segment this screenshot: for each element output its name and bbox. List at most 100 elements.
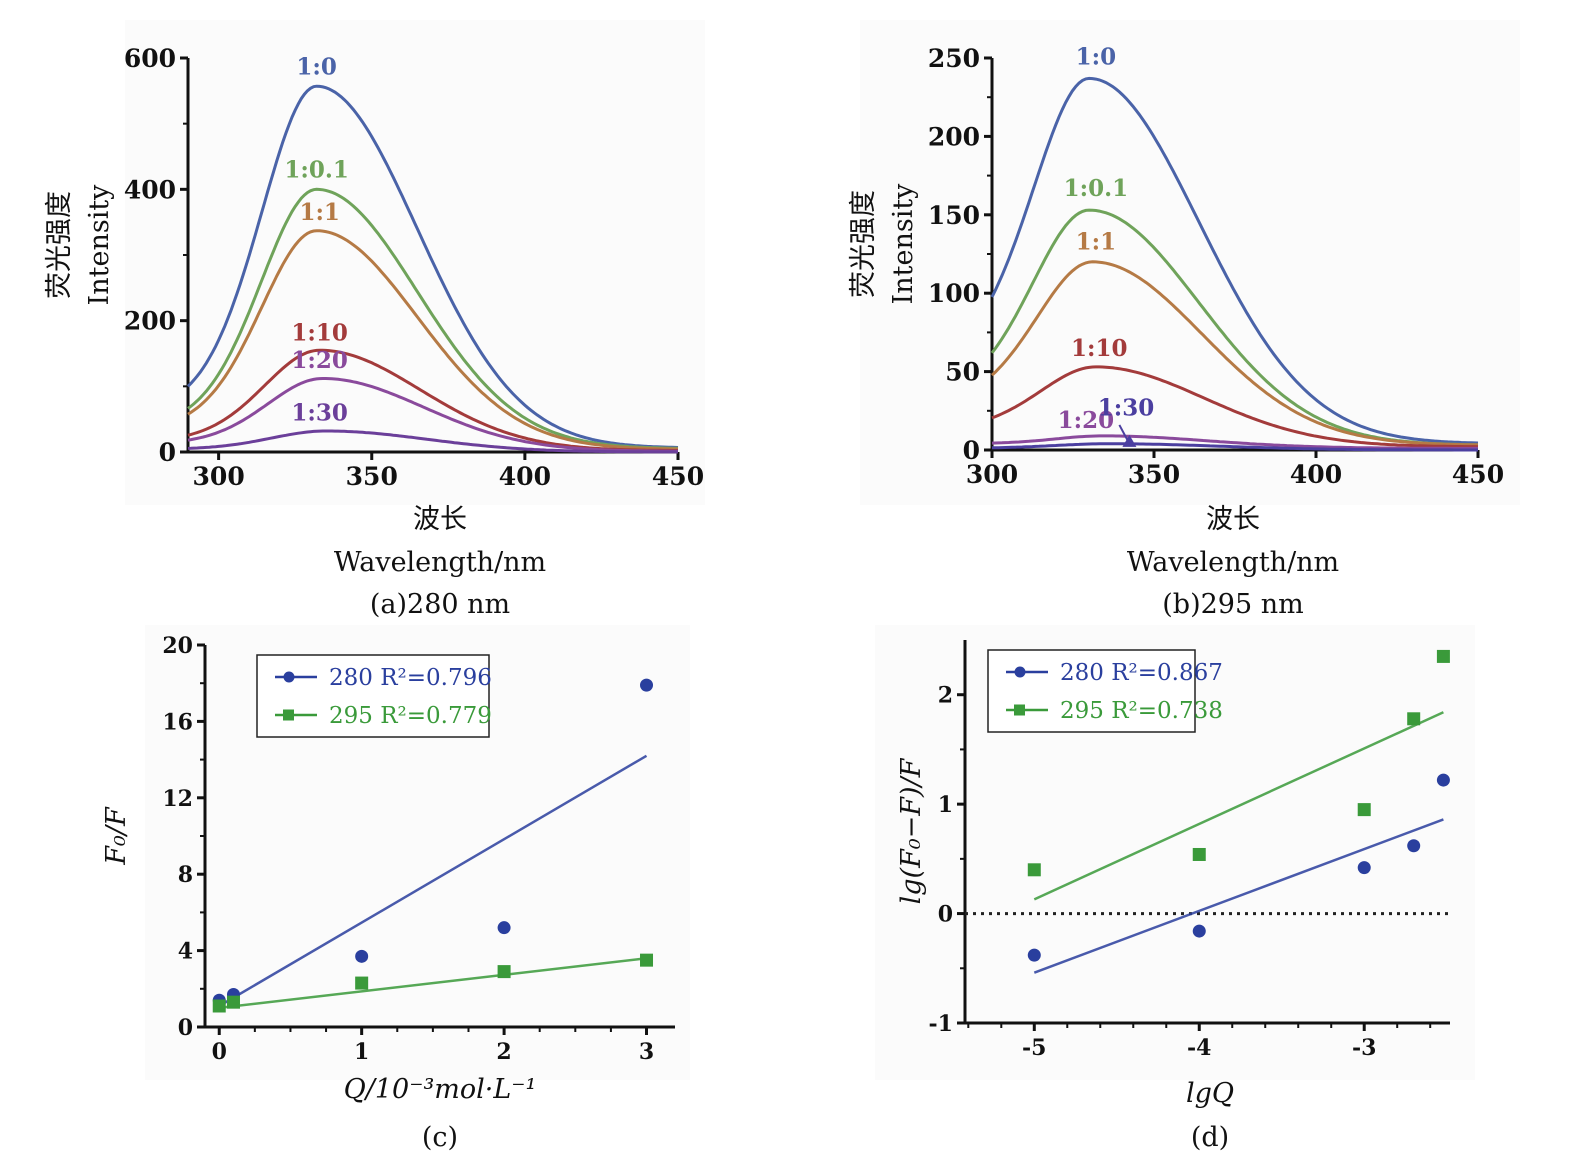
panel-c-xtick-label: 1 [354, 1039, 369, 1065]
panel-d-ytick-label: 1 [938, 792, 953, 818]
panel-c-ytick-label: 20 [162, 633, 193, 659]
panel-c-ytick-label: 16 [162, 709, 193, 735]
panel-b-ylabel-cn: 荧光强度 [848, 190, 879, 298]
panel-b-ytick-label: 150 [928, 201, 980, 230]
panel-c-ytick-label: 4 [178, 939, 193, 965]
panel-c-point-280 [640, 678, 654, 692]
panel-c-xlabel: Q/10⁻³mol·L⁻¹ [343, 1074, 537, 1105]
panel-d-xtick-label: -5 [1022, 1035, 1046, 1061]
panel-c-legend-marker-295 [283, 709, 294, 721]
panel-d-fit-line-280 [1033, 818, 1444, 974]
panel-a-curve-1:10 [187, 348, 678, 452]
panel-c-ytick-label: 12 [162, 786, 193, 812]
panel-b-curve-label-1:30: 1:30 [1098, 395, 1155, 422]
panel-d-legend-label-280: 280 R²=0.867 [1060, 660, 1223, 686]
panel-d-point-295 [1407, 712, 1421, 726]
panel-c-point-295 [226, 995, 240, 1009]
panel-b-curve-label-1:1: 1:1 [1076, 228, 1117, 255]
panel-b-ytick-label: 250 [928, 44, 980, 73]
panel-b-ytick-label: 0 [963, 436, 980, 465]
panel-b-curve-1:1 [990, 260, 1479, 447]
panel-a-ylabel-cn: 荧光强度 [44, 191, 75, 299]
panel-d-point-280 [1436, 773, 1450, 787]
panel-a-curve-label-1:30: 1:30 [291, 399, 348, 426]
panel-d-point-280 [1027, 948, 1041, 962]
panel-b-background [860, 20, 1520, 505]
panel-b-ytick-label: 200 [928, 122, 980, 151]
panel-d-fit-line-295 [1033, 711, 1444, 901]
panel-a-caption: (a)280 nm [369, 589, 511, 620]
panel-b-xlabel-cn: 波长 [1206, 504, 1260, 535]
panel-a-curve-1:0 [186, 84, 679, 449]
panel-d-point-295 [1027, 863, 1041, 877]
panel-c-ytick-label: 0 [178, 1015, 193, 1041]
panel-c-caption: (c) [421, 1122, 459, 1153]
panel-c-xtick-label: 2 [496, 1039, 511, 1065]
panel-d-legend-marker-280 [1014, 666, 1026, 678]
panel-b-curve-label-1:0.1: 1:0.1 [1064, 175, 1129, 202]
panel-c-point-295 [640, 953, 654, 967]
panel-d-point-295 [1192, 847, 1206, 861]
panel-a-curve-label-1:20: 1:20 [291, 347, 348, 374]
panel-d-legend-marker-295 [1014, 704, 1025, 716]
panel-b-xtick-label: 450 [1452, 460, 1504, 489]
panel-a-ylabel-en: Intensity [84, 184, 115, 306]
panel-c-legend-box [256, 654, 490, 738]
panel-b-curve-1:30-marker [1122, 434, 1137, 447]
panel-a-xtick-label: 300 [193, 462, 245, 491]
panel-d-legend-box [987, 649, 1196, 733]
panel-a-curve-label-1:0.1: 1:0.1 [284, 157, 349, 184]
panel-b-curve-1:10 [991, 365, 1479, 449]
panel-c-point-280 [355, 949, 369, 963]
panel-a-ytick-label: 600 [124, 44, 176, 73]
panel-a-xtick-label: 400 [499, 462, 551, 491]
panel-c-fit-line-295 [219, 956, 647, 1010]
panel-b-curve-label-1:20: 1:20 [1058, 407, 1115, 434]
panel-d-point-280 [1357, 861, 1371, 875]
panel-b-xtick-label: 300 [966, 460, 1018, 489]
panel-c-legend-label-280: 280 R²=0.796 [329, 665, 492, 691]
panel-a-xlabel-cn: 波长 [413, 504, 467, 535]
panel-b-xtick-label: 400 [1290, 460, 1342, 489]
panel-d-ytick-label: -1 [929, 1011, 953, 1037]
panel-b-curve-1:30 [991, 442, 1478, 452]
panel-b-curve-1:20 [991, 434, 1478, 450]
panel-a-curve-1:1 [187, 229, 678, 451]
panel-d-ylabel: lg(F₀−F)/F [896, 757, 927, 904]
panel-a-background [125, 20, 705, 505]
panel-d-ytick-label: 0 [938, 902, 953, 928]
panel-b-xlabel-en: Wavelength/nm [1126, 547, 1340, 578]
panel-c-point-280 [497, 921, 511, 935]
panel-a-xlabel-en: Wavelength/nm [333, 547, 547, 578]
panel-b-ylabel-en: Intensity [888, 183, 919, 305]
panel-a-curve-label-1:1: 1:1 [299, 199, 340, 226]
panel-a-ytick-label: 200 [124, 307, 176, 336]
panel-d-xtick-label: -3 [1352, 1035, 1376, 1061]
panel-b-caption: (b)295 nm [1162, 589, 1304, 620]
panel-d-point-295 [1357, 803, 1371, 817]
panel-d-point-295 [1436, 649, 1450, 663]
panel-d-ytick-label: 2 [938, 683, 953, 709]
panel-a-xtick-label: 450 [652, 462, 704, 491]
panel-a-ytick-label: 0 [159, 438, 176, 467]
panel-d-caption: (d) [1190, 1122, 1230, 1153]
panel-a-curve-1:20 [187, 377, 678, 453]
panel-a-curve-label-1:10: 1:10 [291, 319, 348, 346]
panel-a-curve-label-1:0: 1:0 [296, 53, 337, 80]
panel-c-xtick-label: 0 [212, 1039, 227, 1065]
panel-b-curve-label-1:0: 1:0 [1076, 43, 1117, 70]
panel-c-legend-label-295: 295 R²=0.779 [329, 703, 492, 729]
panel-b-curve-label-1:10: 1:10 [1071, 335, 1128, 362]
panel-a-xtick-label: 350 [346, 462, 398, 491]
panel-c-point-295 [497, 965, 511, 979]
panel-c-ytick-label: 8 [178, 862, 193, 888]
panel-c-xtick-label: 3 [639, 1039, 654, 1065]
panel-d-xtick-label: -4 [1187, 1035, 1211, 1061]
panel-d-point-280 [1407, 839, 1421, 853]
panel-c-point-295 [212, 999, 226, 1013]
panel-c-legend-marker-280 [283, 671, 295, 683]
panel-d-point-280 [1192, 924, 1206, 938]
panel-d-legend-label-295: 295 R²=0.738 [1060, 698, 1223, 724]
panel-b-ytick-label: 50 [945, 358, 980, 387]
